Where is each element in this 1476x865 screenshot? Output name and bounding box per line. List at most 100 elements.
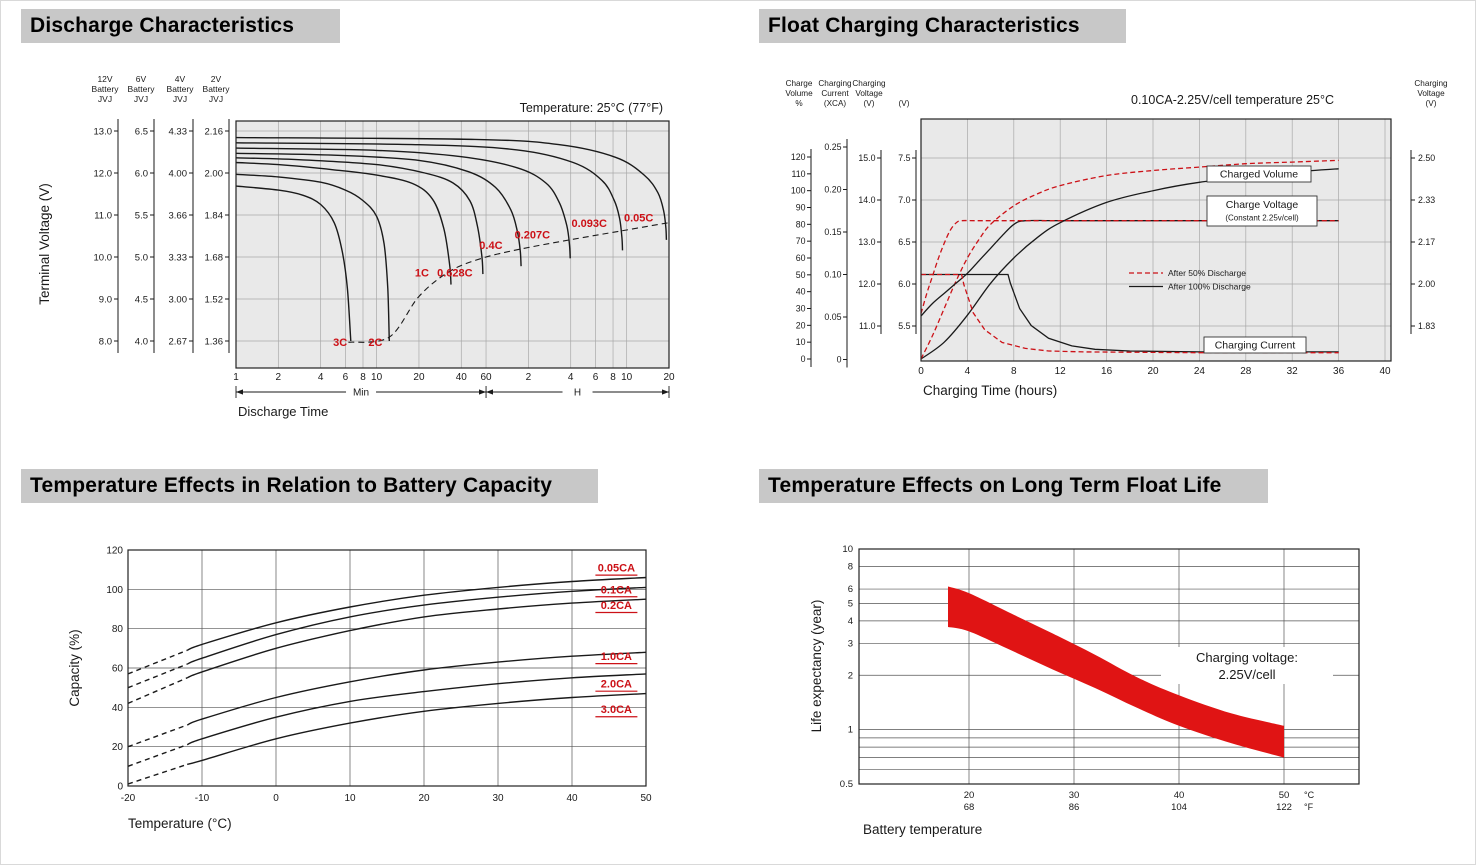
svg-text:Charging: Charging: [1414, 79, 1448, 88]
section-title-float-life: Temperature Effects on Long Term Float L…: [759, 469, 1268, 503]
svg-text:10.0: 10.0: [94, 253, 113, 264]
svg-text:H: H: [574, 388, 581, 399]
svg-text:3.33: 3.33: [169, 253, 188, 264]
svg-text:Capacity (%): Capacity (%): [67, 629, 82, 706]
y-axes: 13.012.011.010.09.08.012VBatteryJVJ6.56.…: [92, 74, 231, 353]
svg-text:1.84: 1.84: [205, 211, 224, 222]
svg-text:JVJ: JVJ: [209, 94, 223, 104]
svg-text:20: 20: [418, 793, 430, 804]
svg-text:12.0: 12.0: [94, 169, 113, 180]
svg-text:1.0CA: 1.0CA: [601, 651, 632, 663]
svg-text:5.5: 5.5: [135, 211, 148, 222]
svg-text:Charging Time (hours): Charging Time (hours): [923, 383, 1057, 398]
float-charging-panel: Float Charging Characteristics Charged V…: [759, 9, 1471, 426]
float-life-panel: Temperature Effects on Long Term Float L…: [759, 469, 1471, 851]
temperature-capacity-chart: 0.05CA 0.1CA 0.2CA 1.0CA 2.0CA 3.0CA -20 -10 0 10…: [67, 546, 652, 832]
svg-text:(V): (V): [899, 99, 910, 108]
svg-text:40: 40: [456, 372, 468, 383]
svg-text:Battery: Battery: [203, 84, 231, 94]
svg-text:28: 28: [1240, 366, 1252, 377]
svg-text:1.68: 1.68: [205, 253, 224, 264]
svg-text:86: 86: [1069, 802, 1080, 813]
svg-text:5.0: 5.0: [135, 253, 148, 264]
svg-text:1: 1: [848, 725, 853, 736]
svg-text:Voltage: Voltage: [855, 89, 883, 98]
svg-text:(V): (V): [1426, 99, 1437, 108]
svg-text:Battery: Battery: [167, 84, 195, 94]
svg-text:Current: Current: [821, 89, 849, 98]
svg-text:(XCA): (XCA): [824, 99, 847, 108]
svg-text:Battery: Battery: [92, 84, 120, 94]
svg-text:2.00: 2.00: [1418, 279, 1435, 289]
svg-text:After 100% Discharge: After 100% Discharge: [1168, 282, 1251, 292]
svg-text:11.0: 11.0: [94, 211, 112, 222]
svg-text:6: 6: [343, 372, 349, 383]
annotation: Charging voltage: 2.25V/cell: [1161, 647, 1333, 684]
svg-text:6.5: 6.5: [135, 127, 148, 138]
x-axis: 0 4 8 12 16 20 24 28 32 36 40 Charging Time (hours): [918, 366, 1391, 398]
discharge-characteristics-panel: Discharge Characteristics 3C 2C 1C 0.628C 0.…: [21, 9, 733, 426]
svg-text:100: 100: [791, 186, 806, 196]
svg-text:80: 80: [796, 219, 806, 229]
svg-text:30: 30: [796, 304, 806, 314]
svg-text:120: 120: [106, 546, 123, 557]
svg-text:13.0: 13.0: [94, 127, 113, 138]
svg-text:2.50: 2.50: [1418, 153, 1435, 163]
svg-text:13.0: 13.0: [858, 237, 875, 247]
svg-text:2.00: 2.00: [205, 169, 224, 180]
svg-text:0.05C: 0.05C: [624, 213, 653, 225]
svg-text:4: 4: [318, 372, 324, 383]
svg-text:1: 1: [233, 372, 239, 383]
section-title-text: Temperature Effects in Relation to Batte…: [30, 474, 553, 497]
svg-text:Charging Current: Charging Current: [1215, 340, 1296, 352]
section-title-text: Discharge Characteristics: [30, 14, 295, 37]
section-title-text: Temperature Effects on Long Term Float L…: [768, 474, 1222, 497]
svg-text:6.0: 6.0: [898, 279, 910, 289]
svg-text:Discharge Time: Discharge Time: [238, 404, 328, 419]
svg-text:8: 8: [1011, 366, 1017, 377]
svg-text:40: 40: [796, 287, 806, 297]
svg-text:0.15: 0.15: [824, 227, 841, 237]
svg-text:10: 10: [344, 793, 356, 804]
svg-text:-20: -20: [121, 793, 136, 804]
svg-text:7.5: 7.5: [898, 153, 910, 163]
svg-text:-10: -10: [195, 793, 210, 804]
svg-text:4: 4: [848, 616, 853, 627]
svg-text:6V: 6V: [136, 74, 147, 84]
svg-text:40: 40: [1174, 790, 1185, 801]
svg-text:32: 32: [1287, 366, 1299, 377]
svg-text:Battery temperature: Battery temperature: [863, 822, 982, 837]
svg-text:30: 30: [492, 793, 504, 804]
svg-text:60: 60: [796, 253, 806, 263]
float-life-chart: Charging voltage:2.25V/cell1086543210.52…: [809, 544, 1360, 837]
svg-text:4.5: 4.5: [135, 295, 148, 306]
discharge-curves: [235, 136, 668, 343]
svg-text:70: 70: [796, 236, 806, 246]
svg-text:0.093C: 0.093C: [571, 218, 607, 230]
svg-text:1.36: 1.36: [205, 337, 224, 348]
svg-text:60: 60: [480, 372, 492, 383]
svg-text:8.0: 8.0: [99, 337, 112, 348]
svg-text:12V: 12V: [97, 74, 112, 84]
svg-text:0.20: 0.20: [824, 185, 841, 195]
svg-text:104: 104: [1171, 802, 1187, 813]
svg-text:8: 8: [610, 372, 616, 383]
svg-text:80: 80: [112, 624, 124, 635]
svg-text:24: 24: [1194, 366, 1206, 377]
section-title-float-charging: Float Charging Characteristics: [759, 9, 1126, 43]
svg-text:Charging: Charging: [852, 79, 886, 88]
float-life-band: [948, 586, 1284, 758]
svg-text:°F: °F: [1304, 802, 1314, 812]
svg-text:2.0CA: 2.0CA: [601, 679, 632, 691]
svg-text:4: 4: [568, 372, 574, 383]
svg-text:0.10CA-2.25V/cell temperature: 0.10CA-2.25V/cell temperature 25°C: [1131, 93, 1334, 107]
svg-text:8: 8: [848, 562, 853, 573]
svg-text:Temperature (°C): Temperature (°C): [128, 816, 232, 831]
svg-text:20: 20: [663, 372, 675, 383]
svg-text:3.00: 3.00: [169, 295, 188, 306]
svg-text:0.5: 0.5: [840, 779, 853, 790]
svg-text:4.33: 4.33: [169, 127, 188, 138]
svg-text:20: 20: [1147, 366, 1159, 377]
